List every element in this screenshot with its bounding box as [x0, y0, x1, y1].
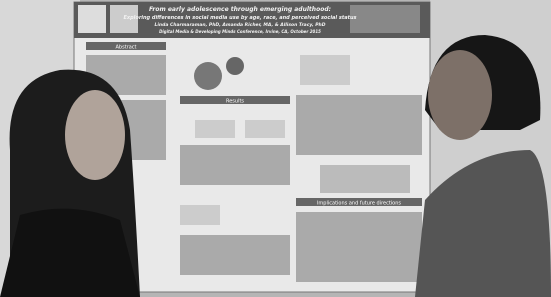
- section-heading: Abstract: [116, 45, 137, 51]
- photo: From early adolescence through emerging …: [0, 0, 551, 297]
- pie-figure: [226, 57, 244, 75]
- section-heading: Implications and future directions: [317, 201, 401, 207]
- section-heading: Results: [226, 99, 244, 105]
- person-face: [65, 90, 125, 180]
- pie-figure: [194, 62, 222, 90]
- bar-figure: [180, 205, 220, 225]
- page: From early adolescence through emerging …: [0, 0, 551, 297]
- bar-figure: [245, 120, 285, 138]
- poster-title: From early adolescence through emerging …: [149, 6, 331, 13]
- poster-conference: Digital Media & Developing Minds Confere…: [159, 29, 321, 34]
- bar-figure: [300, 55, 350, 85]
- table-figure: [320, 165, 410, 193]
- bar-figure: [195, 120, 235, 138]
- poster-authors: Linda Charmaraman, PhD, Amanda Richer, M…: [155, 22, 326, 28]
- person-body: [0, 209, 140, 297]
- logo: [78, 5, 106, 33]
- poster-title: Exploring differences in social media us…: [123, 15, 356, 21]
- person-face: [428, 50, 492, 140]
- header-photo: [350, 5, 420, 33]
